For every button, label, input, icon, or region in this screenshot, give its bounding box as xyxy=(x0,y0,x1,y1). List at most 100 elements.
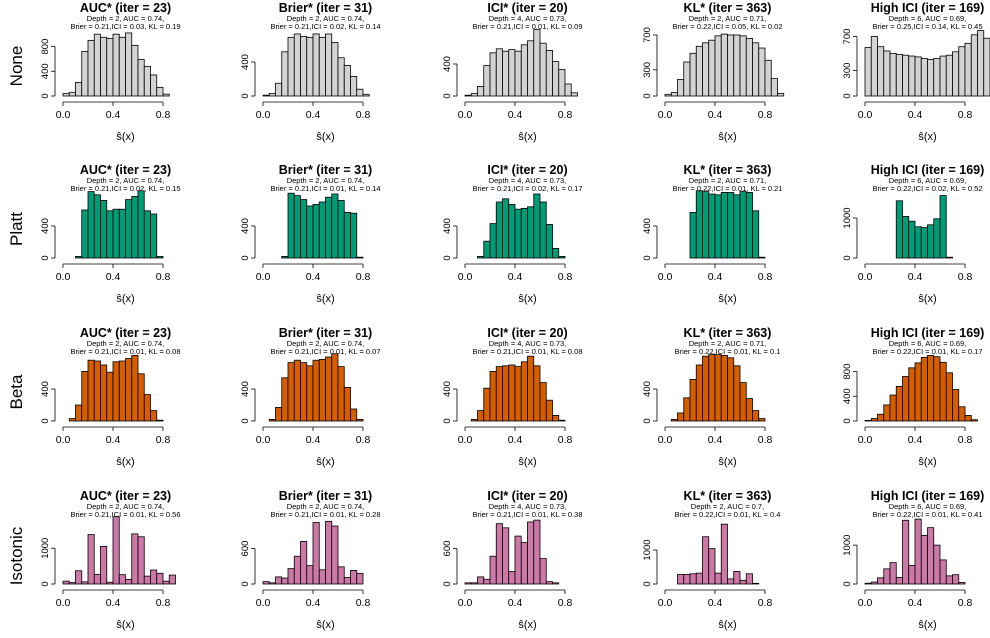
histogram-bar xyxy=(945,54,953,97)
histogram-bar xyxy=(268,93,276,97)
panel-subtitle-1: Depth = 6, AUC = 0.69, xyxy=(889,502,967,511)
histogram-bar xyxy=(720,191,728,259)
panel-title: AUC* (iter = 23) xyxy=(80,489,171,503)
histogram-bar xyxy=(695,572,703,585)
histogram-bar xyxy=(552,247,560,259)
histogram-bar xyxy=(864,47,872,97)
x-axis-label: ŝ(x) xyxy=(718,456,736,468)
histogram-bar xyxy=(125,578,133,585)
x-tick-label: 0.0 xyxy=(458,271,473,283)
histogram-bar xyxy=(118,36,126,97)
histogram-bar xyxy=(545,581,553,585)
histogram-bar xyxy=(112,361,120,422)
histogram-bar xyxy=(683,397,691,422)
histogram-bar xyxy=(281,51,289,97)
histogram-bar xyxy=(777,92,785,97)
histogram-bar xyxy=(125,358,133,422)
histogram-bar xyxy=(464,582,472,585)
histogram-bar xyxy=(350,570,358,585)
x-axis-label: ŝ(x) xyxy=(918,619,936,631)
panel-subtitle-2: Brier = 0.21,ICI = 0.01, KL = 0.38 xyxy=(473,510,583,519)
x-axis-label: ŝ(x) xyxy=(116,456,134,468)
histogram-bar xyxy=(156,419,164,422)
histogram-panel: High ICI (iter = 169)Depth = 6, AUC = 0.… xyxy=(842,163,984,305)
histogram-bar xyxy=(106,581,114,585)
panel-title: Brier* (iter = 31) xyxy=(279,489,372,503)
histogram-bar xyxy=(489,52,497,97)
panel-subtitle-1: Depth = 6, AUC = 0.69, xyxy=(889,176,967,185)
histogram-bar xyxy=(125,199,133,259)
histogram-bar xyxy=(770,78,778,97)
histogram-bar xyxy=(733,34,741,97)
panel-title: High ICI (iter = 169) xyxy=(871,1,985,15)
x-tick-label: 0.4 xyxy=(306,597,321,609)
x-tick-label: 0.8 xyxy=(958,109,973,121)
y-tick-label: 0 xyxy=(40,93,51,98)
histogram-bar xyxy=(758,256,766,259)
histogram-bar xyxy=(162,580,170,585)
histogram-bar xyxy=(889,53,897,97)
histogram-bar xyxy=(920,535,928,585)
histogram-bar xyxy=(702,191,710,259)
y-tick-label: 800 xyxy=(842,364,853,380)
panel-title: High ICI (iter = 169) xyxy=(871,163,985,177)
histogram-bar xyxy=(143,65,151,97)
x-tick-label: 0.0 xyxy=(858,597,873,609)
histogram-bar xyxy=(112,33,120,97)
histogram-panel: Brier* (iter = 31)Depth = 2, AUC = 0.74,… xyxy=(240,163,381,305)
histogram-bar xyxy=(81,51,89,97)
histogram-bar xyxy=(502,198,510,259)
histogram-bar xyxy=(318,569,326,585)
histogram-bar xyxy=(558,255,566,259)
histogram-bar xyxy=(470,93,478,97)
histogram-bar xyxy=(752,582,760,585)
x-tick-label: 0.8 xyxy=(758,597,773,609)
histogram-bar xyxy=(545,50,553,97)
histogram-bar xyxy=(495,201,503,259)
histogram-panel: KL* (iter = 363)Depth = 2, AUC = 0.71,Br… xyxy=(642,163,783,305)
panel-subtitle-2: Brier = 0.22,ICI = 0.01, KL = 0.17 xyxy=(873,347,983,356)
x-tick-label: 0.4 xyxy=(306,109,321,121)
histogram-bar xyxy=(514,535,522,585)
y-tick-label: 1000 xyxy=(842,535,853,556)
x-tick-label: 0.8 xyxy=(356,597,371,609)
histogram-bar xyxy=(470,582,478,585)
histogram-bar xyxy=(939,195,947,259)
histogram-bar xyxy=(695,190,703,259)
panel-subtitle-1: Depth = 2, AUC = 0.74, xyxy=(87,502,165,511)
histogram-bar xyxy=(100,546,108,585)
panel-subtitle-1: Depth = 2, AUC = 0.71, xyxy=(689,176,767,185)
histogram-bar xyxy=(933,356,941,422)
histogram-bar xyxy=(739,382,747,422)
histogram-bar xyxy=(87,534,95,585)
histogram-bar xyxy=(533,29,541,97)
x-tick-label: 0.4 xyxy=(508,597,523,609)
histogram-bar xyxy=(670,92,678,97)
panel-subtitle-1: Depth = 2, AUC = 0.71, xyxy=(689,14,767,23)
histogram-bar xyxy=(287,568,295,585)
histogram-bar xyxy=(945,256,953,259)
histogram-bar xyxy=(293,195,301,259)
histogram-bar xyxy=(733,365,741,422)
histogram-bar xyxy=(714,35,722,97)
histogram-bar xyxy=(112,208,120,259)
histogram-bar xyxy=(539,558,547,585)
histogram-bar xyxy=(570,92,578,97)
histogram-bar xyxy=(552,414,560,422)
panel-subtitle-2: Brier = 0.22,ICI = 0.01, KL = 0.4 xyxy=(675,510,781,519)
histogram-bar xyxy=(920,58,928,97)
x-tick-label: 0.4 xyxy=(106,271,121,283)
histogram-bar xyxy=(902,54,910,97)
x-axis-label: ŝ(x) xyxy=(116,619,134,631)
histogram-bar xyxy=(300,362,308,422)
histogram-bar xyxy=(708,193,716,259)
panel-subtitle-1: Depth = 2, AUC = 0.74, xyxy=(87,339,165,348)
histogram-bar xyxy=(131,44,139,97)
histogram-bar xyxy=(920,356,928,422)
x-tick-label: 0.4 xyxy=(306,271,321,283)
histogram-bar xyxy=(137,190,145,259)
histogram-bar xyxy=(520,361,528,422)
histogram-bar xyxy=(68,582,76,585)
histogram-bar xyxy=(483,578,491,585)
histogram-bar xyxy=(131,354,139,422)
